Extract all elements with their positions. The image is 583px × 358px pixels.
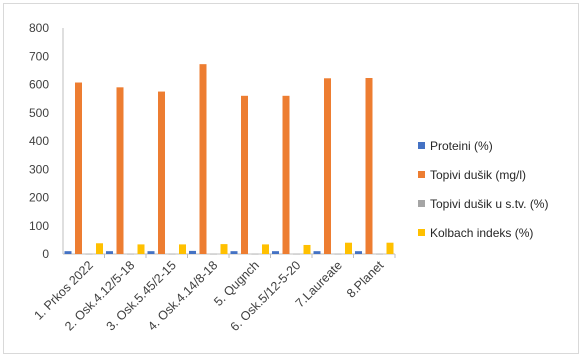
x-tick-label: 8.Planet [344, 258, 387, 301]
bar [116, 87, 124, 254]
legend-item: Kolbach indeks (%) [418, 218, 580, 247]
bar [75, 82, 82, 255]
legend-label: Topivi dušik u s.tv. (%) [430, 196, 549, 211]
legend-item: Topivi dušik (mg/l) [418, 160, 580, 189]
bar [334, 253, 342, 255]
bar [147, 251, 155, 254]
bar [345, 242, 352, 254]
y-tick-label: 400 [29, 134, 49, 148]
bar [220, 244, 228, 254]
bar [272, 251, 279, 254]
bar [293, 253, 300, 255]
bar [85, 253, 93, 255]
x-tick-label: 6. Osk.5/12-5-20 [228, 258, 304, 334]
legend: Proteini (%) Topivi dušik (mg/l) Topivi du… [418, 131, 580, 247]
bar [365, 78, 373, 254]
legend-swatch [418, 229, 425, 236]
bar [127, 253, 134, 255]
bar [189, 250, 196, 254]
legend-swatch [418, 142, 425, 149]
bar [64, 251, 72, 254]
bar [303, 244, 311, 254]
y-axis: 0 100 200 300 400 500 600 700 800 [29, 21, 64, 261]
bar [158, 91, 165, 254]
y-tick-label: 200 [29, 191, 49, 205]
bar [230, 251, 238, 254]
bar [324, 78, 331, 254]
y-tick-label: 500 [29, 106, 49, 120]
legend-item: Proteini (%) [418, 131, 580, 160]
legend-swatch [418, 171, 425, 178]
bar [179, 244, 186, 254]
bar [282, 95, 290, 254]
bar [376, 253, 383, 255]
legend-label: Topivi dušik (mg/l) [430, 167, 527, 182]
bar [137, 244, 145, 254]
legend-item: Topivi dušik u s.tv. (%) [418, 189, 580, 218]
chart-area [3, 3, 579, 354]
legend-label: Proteini (%) [430, 138, 493, 153]
bar [241, 95, 248, 254]
y-tick-label: 600 [29, 78, 49, 92]
y-tick-label: 300 [29, 162, 49, 176]
legend-swatch [418, 200, 425, 207]
bar [106, 251, 113, 254]
bar [313, 251, 321, 254]
bar [251, 253, 259, 255]
y-tick-label: 0 [42, 247, 49, 261]
bar [355, 251, 362, 254]
legend-label: Kolbach indeks (%) [430, 225, 534, 240]
y-tick-label: 100 [29, 219, 49, 233]
bar [210, 253, 217, 255]
bar [386, 242, 394, 254]
bar [199, 64, 207, 254]
y-tick-label: 700 [29, 49, 49, 63]
y-tick-label: 800 [29, 21, 49, 35]
bar [96, 243, 103, 254]
bar [262, 244, 269, 254]
bar [168, 253, 176, 255]
bars [64, 64, 394, 255]
